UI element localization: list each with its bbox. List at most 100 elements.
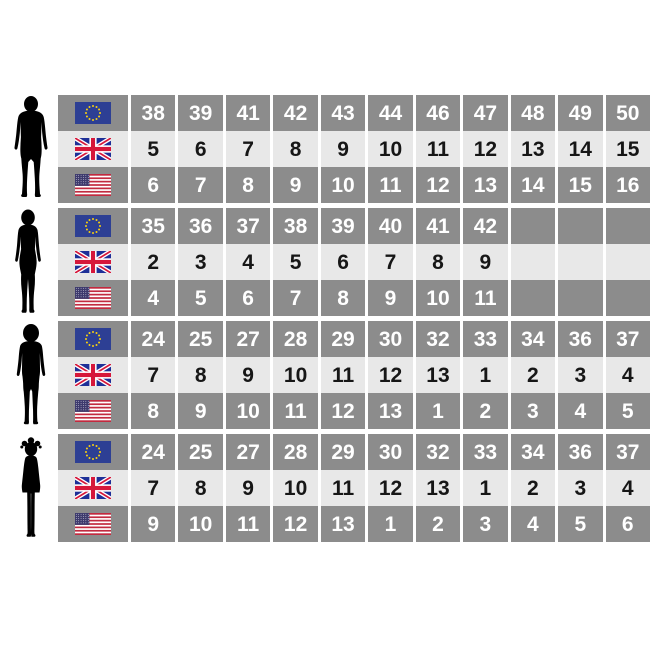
size-cell-woman-uk: 6 <box>320 244 366 280</box>
us-flag-cell <box>58 167 128 203</box>
size-cell-man-uk: 14 <box>558 131 603 167</box>
size-cell-boy-eu: 33 <box>463 321 508 357</box>
size-cell-woman-uk: 7 <box>368 244 413 280</box>
size-cell-girl-eu: 28 <box>273 434 318 470</box>
size-cell-girl-us: 12 <box>273 506 318 542</box>
man-size-table: 38 39 41 42 43 44 46 47 48 49 50 5 6 7 8 9 10 11 12 13 14 15 6… <box>58 95 650 203</box>
size-cell-man-us: 9 <box>273 167 318 203</box>
size-cell-boy-us: 8 <box>131 393 176 429</box>
us-flag-cell <box>58 393 128 429</box>
size-cell-girl-us: 5 <box>558 506 603 542</box>
size-cell-girl-uk: 13 <box>415 470 461 506</box>
us-flag-cell <box>58 280 128 316</box>
size-cell-woman-eu <box>510 208 556 244</box>
size-cell-girl-us: 4 <box>510 506 556 542</box>
size-cell-boy-uk: 8 <box>178 357 223 393</box>
eu-flag-cell <box>58 434 128 470</box>
size-cell-man-us: 13 <box>463 167 508 203</box>
us-flag-icon <box>75 400 111 422</box>
size-cell-man-eu: 38 <box>131 95 176 131</box>
size-cell-girl-uk: 10 <box>273 470 318 506</box>
size-cell-boy-uk: 13 <box>415 357 461 393</box>
size-cell-boy-uk: 12 <box>368 357 413 393</box>
size-cell-man-eu: 50 <box>605 95 650 131</box>
size-cell-man-uk: 8 <box>273 131 318 167</box>
size-cell-girl-us: 9 <box>131 506 176 542</box>
size-cell-girl-uk: 7 <box>131 470 176 506</box>
size-cell-girl-eu: 33 <box>463 434 508 470</box>
size-cell-woman-us: 6 <box>225 280 271 316</box>
size-cell-woman-eu: 37 <box>225 208 271 244</box>
size-cell-boy-us: 1 <box>415 393 461 429</box>
size-cell-boy-us: 13 <box>368 393 413 429</box>
size-cell-man-uk: 7 <box>225 131 271 167</box>
size-section-man: 38 39 41 42 43 44 46 47 48 49 50 5 6 7 8 9 10 11 12 13 14 15 6… <box>0 95 650 203</box>
size-cell-woman-us: 4 <box>131 280 176 316</box>
uk-flag-icon <box>75 477 111 499</box>
uk-flag-icon <box>75 364 111 386</box>
size-section-girl: 24 25 27 28 29 30 32 33 34 36 37 7 8 9 10 11 12 13 1 2 3 4 9 10… <box>0 434 650 542</box>
eu-flag-icon <box>75 441 111 463</box>
size-cell-girl-eu: 29 <box>320 434 366 470</box>
uk-flag-icon <box>75 138 111 160</box>
size-cell-woman-us <box>605 280 650 316</box>
eu-flag-cell <box>58 208 128 244</box>
size-cell-girl-us: 2 <box>415 506 461 542</box>
size-cell-girl-us: 10 <box>178 506 223 542</box>
size-cell-man-uk: 9 <box>320 131 366 167</box>
eu-flag-cell <box>58 321 128 357</box>
size-cell-man-us: 14 <box>510 167 556 203</box>
size-cell-girl-eu: 32 <box>415 434 461 470</box>
size-cell-woman-uk: 4 <box>225 244 271 280</box>
size-cell-boy-eu: 34 <box>510 321 556 357</box>
size-cell-woman-uk: 5 <box>273 244 318 280</box>
eu-flag-icon <box>75 102 111 124</box>
size-cell-woman-us: 8 <box>320 280 366 316</box>
size-cell-man-uk: 15 <box>605 131 650 167</box>
uk-flag-cell <box>58 357 128 393</box>
uk-flag-cell <box>58 131 128 167</box>
size-cell-boy-uk: 3 <box>558 357 603 393</box>
size-cell-boy-eu: 30 <box>368 321 413 357</box>
size-cell-boy-us: 9 <box>178 393 223 429</box>
eu-flag-icon <box>75 328 111 350</box>
size-cell-man-uk: 10 <box>368 131 413 167</box>
boy-silhouette-icon <box>11 323 51 427</box>
size-cell-girl-us: 6 <box>605 506 650 542</box>
size-cell-woman-us <box>558 280 603 316</box>
size-cell-woman-uk: 3 <box>178 244 223 280</box>
size-cell-girl-uk: 4 <box>605 470 650 506</box>
size-cell-man-us: 6 <box>131 167 176 203</box>
size-cell-boy-uk: 10 <box>273 357 318 393</box>
size-cell-woman-eu: 35 <box>131 208 176 244</box>
size-cell-man-eu: 44 <box>368 95 413 131</box>
size-cell-girl-uk: 3 <box>558 470 603 506</box>
size-cell-girl-us: 3 <box>463 506 508 542</box>
size-cell-boy-eu: 37 <box>605 321 650 357</box>
size-cell-boy-eu: 36 <box>558 321 603 357</box>
size-cell-woman-eu: 40 <box>368 208 413 244</box>
woman-size-table: 35 36 37 38 39 40 41 42 2 3 4 5 6 7 8 9 4 5 6 7 8 9 10 11 <box>58 208 650 316</box>
size-cell-man-us: 15 <box>558 167 603 203</box>
size-cell-woman-us <box>510 280 556 316</box>
size-cell-man-eu: 42 <box>273 95 318 131</box>
size-cell-man-us: 12 <box>415 167 461 203</box>
size-cell-woman-uk <box>558 244 603 280</box>
size-cell-boy-us: 3 <box>510 393 556 429</box>
size-cell-boy-us: 4 <box>558 393 603 429</box>
size-conversion-chart: 38 39 41 42 43 44 46 47 48 49 50 5 6 7 8 9 10 11 12 13 14 15 6… <box>0 95 650 547</box>
size-cell-woman-us: 11 <box>463 280 508 316</box>
size-cell-man-eu: 43 <box>320 95 366 131</box>
size-cell-boy-eu: 28 <box>273 321 318 357</box>
size-cell-man-us: 11 <box>368 167 413 203</box>
size-cell-girl-eu: 27 <box>225 434 271 470</box>
size-cell-boy-us: 10 <box>225 393 271 429</box>
size-cell-woman-eu: 36 <box>178 208 223 244</box>
size-cell-woman-uk: 9 <box>463 244 508 280</box>
size-cell-girl-uk: 2 <box>510 470 556 506</box>
size-cell-girl-uk: 1 <box>463 470 508 506</box>
us-flag-icon <box>75 287 111 309</box>
size-cell-man-uk: 6 <box>178 131 223 167</box>
size-cell-boy-eu: 27 <box>225 321 271 357</box>
size-cell-boy-uk: 2 <box>510 357 556 393</box>
